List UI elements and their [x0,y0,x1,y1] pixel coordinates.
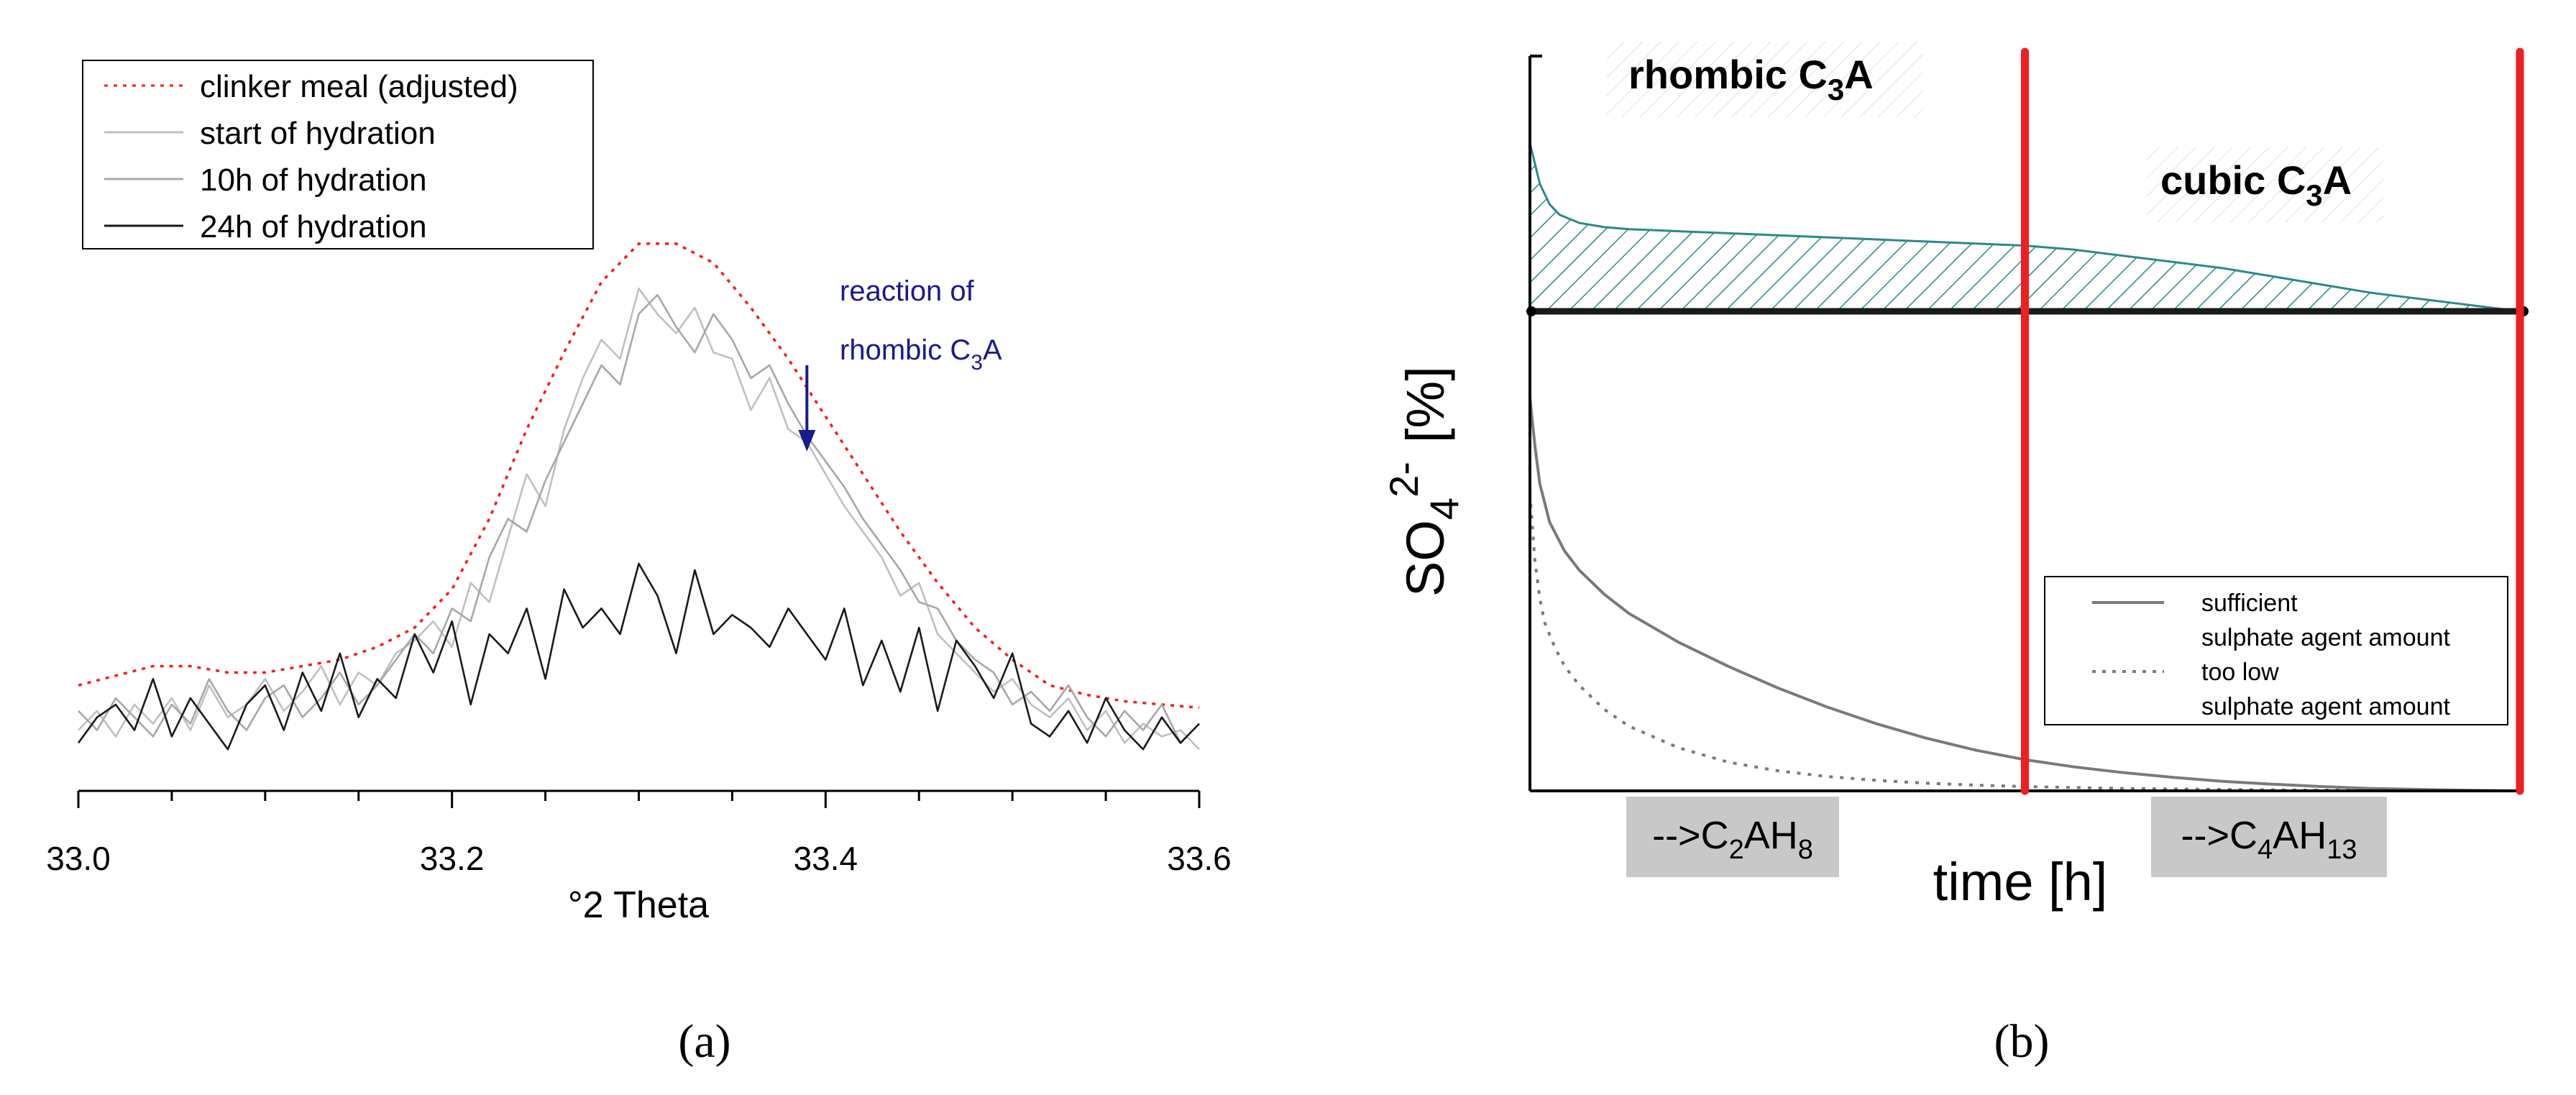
panel-a-series [77,242,1200,751]
phase-label-c2ah8: -->C2AH8 [1626,797,1839,877]
panel-a-x-ticks: 33.0 33.2 33.4 33.6 [46,791,1232,877]
series-too-low-sulphate-agent-amount [1528,493,2521,792]
region-label-bg-rhombic [1607,42,1923,117]
annotation-line2: rhombic C3A [840,334,1002,375]
phase-text-c2ah8: -->C2AH8 [1652,814,1813,865]
series-24h-of-hydration [77,562,1200,751]
phase-box-c4ah13 [2151,797,2387,877]
x-tick-label: 33.4 [794,840,858,877]
x-tick-label: 33.0 [46,840,111,877]
panel-a-legend-box [82,60,594,249]
panel-b-caption: (b) [1994,1015,2050,1068]
x-tick-label: 33.6 [1167,840,1232,877]
panel-b-legend: sufficient sulphate agent amount too low… [2044,576,2508,725]
region-label-bg-cubic [2146,147,2383,223]
legend-label-24h: 24h of hydration [200,209,427,244]
hatched-area [1528,142,2521,313]
legend-label-too-low-1: too low [2201,659,2279,686]
legend-label-sufficient-1: sufficient [2201,590,2298,617]
panel-a-annotation: reaction of rhombic C3A [798,275,1002,452]
phase-text-c4ah13: -->C4AH13 [2181,814,2357,865]
region-label-cubic: cubic C3A [2160,157,2352,212]
legend-label-10h: 10h of hydration [200,162,427,198]
panel-b-x-label: time [h] [1933,852,2108,912]
phase-label-c4ah13: -->C4AH13 [2151,797,2387,877]
legend-label-sufficient-2: sulphate agent amount [2201,624,2450,651]
region-label-rhombic: rhombic C3A [1628,52,1874,106]
panel-a-caption: (a) [678,1015,730,1068]
legend-label-too-low-2: sulphate agent amount [2201,693,2450,720]
series-sufficient-sulphate-agent-amount [1528,397,2521,792]
legend-label-start: start of hydration [200,116,436,151]
panel-b: rhombic C3A cubic C3A sufficient sulphat… [1381,42,2529,1068]
legend-label-clinker: clinker meal (adjusted) [200,69,518,104]
annotation-line1: reaction of [840,275,975,307]
series-clinker-meal-adjusted- [78,242,1200,710]
panel-b-y-label: SO42-[%] [1381,366,1467,597]
panel-b-red-markers [2021,47,2524,795]
series-start-of-hydration [78,287,1200,751]
phase-box-c2ah8 [1626,797,1839,877]
panel-a: 33.0 33.2 33.4 33.6 °2 Theta clinker meal (… [46,60,1232,1068]
x-tick-label: 33.2 [420,840,485,877]
annotation-arrow-head [798,430,816,452]
series-10h-of-hydration [78,293,1200,744]
panel-a-legend: clinker meal (adjusted) start of hydrati… [82,60,594,249]
panel-a-x-label: °2 Theta [568,884,709,926]
panel-b-lower-series [1528,397,2521,792]
mid-line-start-dot [1526,306,1536,316]
